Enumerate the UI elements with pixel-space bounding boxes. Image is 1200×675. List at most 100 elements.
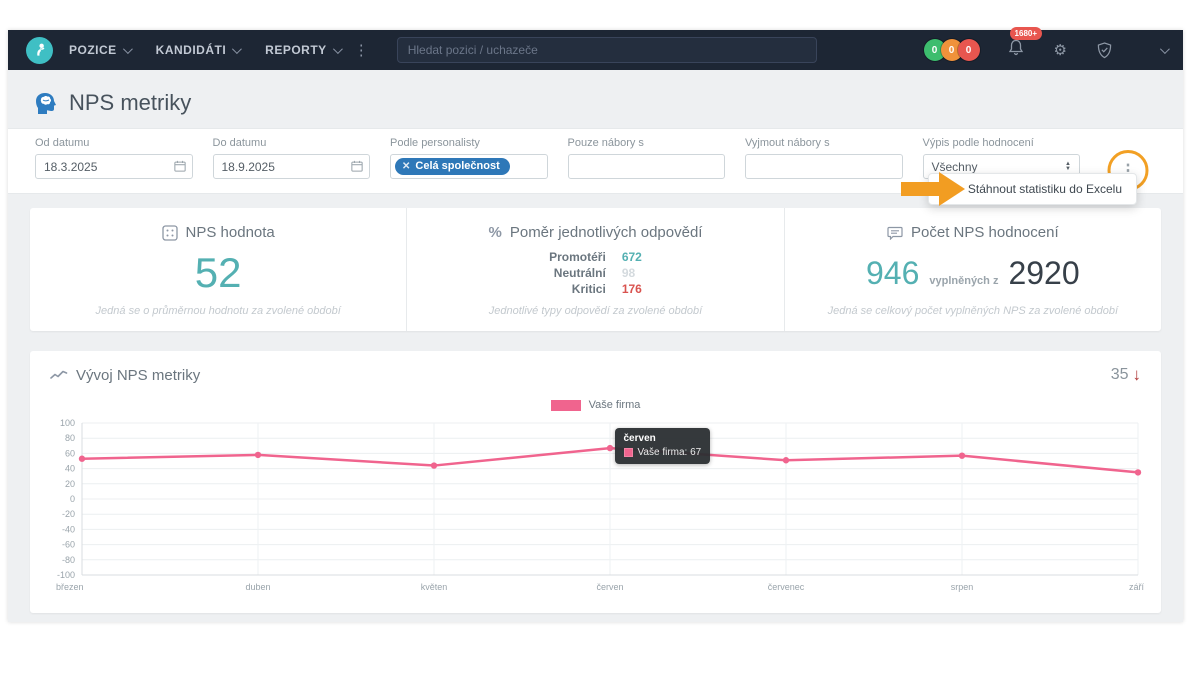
calendar-icon[interactable] xyxy=(173,159,186,177)
chart-header: Vývoj NPS metriky 35 ↓ xyxy=(45,365,1146,385)
filter-include-tags: Pouze nábory s xyxy=(567,137,725,179)
trend-indicator: 35 ↓ xyxy=(1111,365,1141,385)
chart-tooltip: červen Vaše firma: 67 xyxy=(614,428,711,465)
ratio-label: Kritici xyxy=(571,282,606,296)
svg-text:duben: duben xyxy=(245,582,270,592)
nps-trend-chart[interactable]: -100 -80 -60 -40 -20 0 20 40 60 80 100 březen duben k… xyxy=(46,415,1146,601)
chart-title: Vývoj NPS metriky xyxy=(50,367,200,384)
stat-title: Počet NPS hodnocení xyxy=(887,224,1059,241)
filter-label: Od datumu xyxy=(35,137,90,149)
stat-title: % Poměr jednotlivých odpovědí xyxy=(488,224,703,241)
rating-select-value: Všechny xyxy=(931,159,978,174)
speech-bubble-icon xyxy=(887,226,903,240)
bell-icon xyxy=(1008,39,1023,56)
menu-item-pozice[interactable]: POZICE xyxy=(69,43,133,57)
chip-label: Celá společnost xyxy=(415,160,500,172)
tooltip-value: Vaše firma: 67 xyxy=(637,447,702,459)
svg-text:-60: -60 xyxy=(61,540,74,550)
filter-label: Do datumu xyxy=(212,137,267,149)
notification-count-badge: 1680+ xyxy=(1009,27,1043,40)
menu-item-kandidati[interactable]: KANDIDÁTI xyxy=(155,43,243,57)
from-date-input[interactable] xyxy=(35,154,193,179)
ratio-label: Promotéři xyxy=(549,250,606,264)
svg-text:-20: -20 xyxy=(61,509,74,519)
line-chart-icon xyxy=(50,370,68,379)
recruiter-select[interactable]: ✕ Celá společnost xyxy=(390,154,548,179)
chevron-down-icon xyxy=(232,43,243,54)
admin-button[interactable] xyxy=(1097,41,1112,59)
tooltip-title: červen xyxy=(623,433,656,445)
nps-head-icon xyxy=(36,93,56,114)
nav-more-menu-icon[interactable]: ⋮ xyxy=(353,42,369,59)
filter-from-date: Od datumu xyxy=(35,137,193,179)
svg-text:-40: -40 xyxy=(61,524,74,534)
ratio-value-neutral: 98 xyxy=(621,266,636,280)
counter-badge-green[interactable]: 0 xyxy=(923,39,946,61)
trend-down-icon: ↓ xyxy=(1132,365,1142,384)
tooltip-series-row: Vaše firma: 67 xyxy=(623,447,702,459)
app-frame: POZICE KANDIDÁTI REPORTY ⋮ 0 0 0 1680+ ⚙ xyxy=(8,27,1183,622)
count-line: 946 vyplněných z 2920 xyxy=(866,257,1080,289)
exclude-tags-input[interactable] xyxy=(745,154,903,179)
legend-label: Vaše firma xyxy=(588,399,641,411)
dashboard-icon xyxy=(161,224,178,241)
count-connector: vyplněných z xyxy=(929,275,999,287)
main-menu: POZICE KANDIDÁTI REPORTY xyxy=(69,43,343,57)
filter-to-date: Do datumu xyxy=(212,137,370,179)
download-excel-menu-item[interactable]: Stáhnout statistiku do Excelu xyxy=(927,173,1137,205)
stat-caption: Jednotlivé typy odpovědí za zvolené obdo… xyxy=(488,305,703,317)
svg-text:60: 60 xyxy=(64,448,74,458)
notifications-button[interactable]: 1680+ xyxy=(1008,27,1043,61)
filter-exclude-tags: Vyjmout nábory s xyxy=(745,137,903,179)
svg-text:0: 0 xyxy=(69,494,74,504)
download-icon xyxy=(943,183,956,195)
stat-title: NPS hodnota xyxy=(161,224,275,241)
navbar-right: 0 0 0 1680+ ⚙ xyxy=(923,27,1112,61)
stat-caption: Jedná se celkový počet vyplněných NPS za… xyxy=(827,305,1119,317)
remove-chip-icon[interactable]: ✕ xyxy=(402,160,411,172)
search-input[interactable] xyxy=(396,37,817,63)
counter-badge-red[interactable]: 0 xyxy=(957,39,980,61)
include-tags-input[interactable] xyxy=(567,154,725,179)
page-header: NPS metriky xyxy=(8,70,1183,128)
ratio-value-promoters: 672 xyxy=(621,250,642,264)
svg-text:100: 100 xyxy=(59,418,74,428)
gear-icon: ⚙ xyxy=(1053,42,1067,59)
top-navbar: POZICE KANDIDÁTI REPORTY ⋮ 0 0 0 1680+ ⚙ xyxy=(8,27,1183,70)
menu-item-reporty[interactable]: REPORTY xyxy=(265,43,343,57)
stat-answer-ratio: % Poměr jednotlivých odpovědí Promotéři … xyxy=(406,208,783,331)
chevron-down-icon xyxy=(122,43,133,54)
svg-text:40: 40 xyxy=(64,464,74,474)
svg-text:červen: červen xyxy=(596,582,623,592)
svg-text:květen: květen xyxy=(420,582,447,592)
svg-text:-100: -100 xyxy=(56,570,74,580)
stat-nps-value: NPS hodnota 52 Jedná se o průměrnou hodn… xyxy=(30,208,406,331)
filter-label: Vyjmout nábory s xyxy=(745,137,830,149)
svg-text:20: 20 xyxy=(64,479,74,489)
menu-item-label: REPORTY xyxy=(265,43,327,57)
calendar-icon[interactable] xyxy=(351,159,363,177)
recruiter-chip[interactable]: ✕ Celá společnost xyxy=(395,158,510,175)
svg-text:-80: -80 xyxy=(61,555,74,565)
chart-legend[interactable]: Vaše firma xyxy=(45,399,1146,411)
total-count: 2920 xyxy=(1008,255,1080,291)
legend-swatch xyxy=(550,399,581,411)
download-excel-label: Stáhnout statistiku do Excelu xyxy=(967,182,1122,196)
brand-logo-icon[interactable] xyxy=(26,36,53,64)
menu-item-label: KANDIDÁTI xyxy=(155,43,227,57)
settings-button[interactable]: ⚙ xyxy=(1054,41,1067,59)
account-dropdown-button[interactable] xyxy=(1159,43,1170,54)
to-date-input[interactable] xyxy=(212,154,370,179)
trend-value: 35 xyxy=(1110,366,1129,383)
nps-trend-card: Vývoj NPS metriky 35 ↓ Vaše firma -100 -8… xyxy=(30,351,1161,613)
counter-badge-orange[interactable]: 0 xyxy=(940,39,963,61)
filter-recruiter: Podle personalisty ✕ Celá společnost xyxy=(390,137,548,179)
stats-summary-card: NPS hodnota 52 Jedná se o průměrnou hodn… xyxy=(30,208,1161,331)
svg-text:srpen: srpen xyxy=(950,582,973,592)
nps-value: 52 xyxy=(194,249,242,296)
chart-canvas: -100 -80 -60 -40 -20 0 20 40 60 80 100 březen duben k… xyxy=(56,418,1144,592)
status-counters: 0 0 0 xyxy=(923,39,980,61)
filled-count: 946 xyxy=(865,255,920,291)
ratio-label: Neutrální xyxy=(553,266,606,280)
